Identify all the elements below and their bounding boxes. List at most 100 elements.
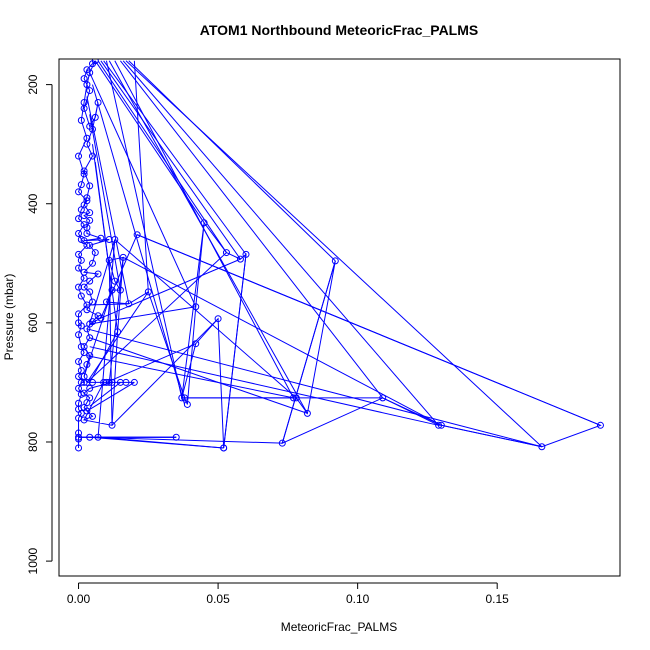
data-point [133,231,141,239]
data-point [303,409,311,417]
series-segment [86,381,135,412]
data-point [86,277,94,285]
data-point [200,219,208,227]
data-point [83,194,91,202]
data-point [83,66,91,74]
y-tick-label: 800 [26,432,40,452]
data-point [86,433,94,441]
data-point [80,212,88,220]
data-point [75,264,83,272]
data-point [80,389,88,397]
data-point [435,421,443,429]
series-segment [89,337,308,414]
plot-area [75,59,604,452]
series-segment [133,60,149,292]
data-point [75,152,83,160]
data-point [192,303,200,311]
data-point [75,444,83,452]
data-point [86,182,94,190]
data-point [86,320,94,328]
data-point [192,340,200,348]
data-point [80,268,88,276]
data-point [102,298,110,306]
series-segment [114,239,297,399]
segments-layer [78,60,601,449]
data-point [75,319,83,327]
data-point [94,270,102,278]
data-point [83,407,91,415]
data-point [75,215,83,223]
data-point [83,306,91,314]
data-point [80,372,88,380]
data-point [278,439,286,447]
data-point [86,384,94,392]
data-point [331,257,339,265]
data-point [75,399,83,407]
x-axis: 0.00 0.05 0.10 0.15 [67,582,510,606]
data-point [172,433,180,441]
data-point [538,443,546,451]
data-point [116,286,124,294]
data-point [83,230,91,238]
data-point [75,188,83,196]
data-point [80,167,88,175]
series-segment [100,60,241,260]
data-point [97,314,105,322]
data-point [80,237,88,245]
data-point [75,230,83,238]
series-segment [106,343,196,383]
x-tick-label: 0.15 [486,592,510,606]
data-point [222,249,230,257]
y-tick-label: 200 [26,74,40,94]
data-point [88,60,96,68]
data-point [183,400,191,408]
chart-title: ATOM1 Northbound MeteoricFrac_PALMS [200,22,478,38]
data-point [75,358,83,366]
data-point [75,433,83,441]
data-point [83,361,91,369]
data-point [114,328,122,336]
data-point [80,201,88,209]
data-point [105,256,113,264]
series-segment [89,114,121,291]
data-point [80,75,88,83]
data-point [80,283,88,291]
data-point [75,331,83,339]
data-point [80,343,88,351]
data-point [125,300,133,308]
data-point [86,288,94,296]
data-point [88,378,96,386]
data-point [88,259,96,267]
data-point [83,301,91,309]
data-point [242,250,250,258]
series-segment [100,258,241,319]
data-point [86,334,94,342]
data-point [596,421,604,429]
data-point [77,343,85,351]
y-tick-label: 1000 [26,547,40,574]
x-axis-label: MeteoricFrac_PALMS [281,620,397,634]
data-point [130,378,138,386]
data-point [75,310,83,318]
data-point [75,250,83,258]
data-point [108,378,116,386]
y-axis-label: Pressure (mbar) [2,274,16,361]
data-point [214,315,222,323]
data-point [108,286,116,294]
data-point [105,378,113,386]
data-point [75,429,83,437]
y-tick-label: 600 [26,313,40,333]
data-point [80,104,88,112]
series-segment [89,331,119,383]
x-tick-label: 0.10 [346,592,370,606]
data-point [80,170,88,178]
series-segment [122,60,439,426]
plot-frame [58,58,621,577]
data-point [86,352,94,360]
data-point [122,378,130,386]
x-tick-label: 0.00 [67,592,91,606]
series-segment [86,328,542,448]
x-tick-label: 0.05 [206,592,230,606]
data-point [77,181,85,189]
